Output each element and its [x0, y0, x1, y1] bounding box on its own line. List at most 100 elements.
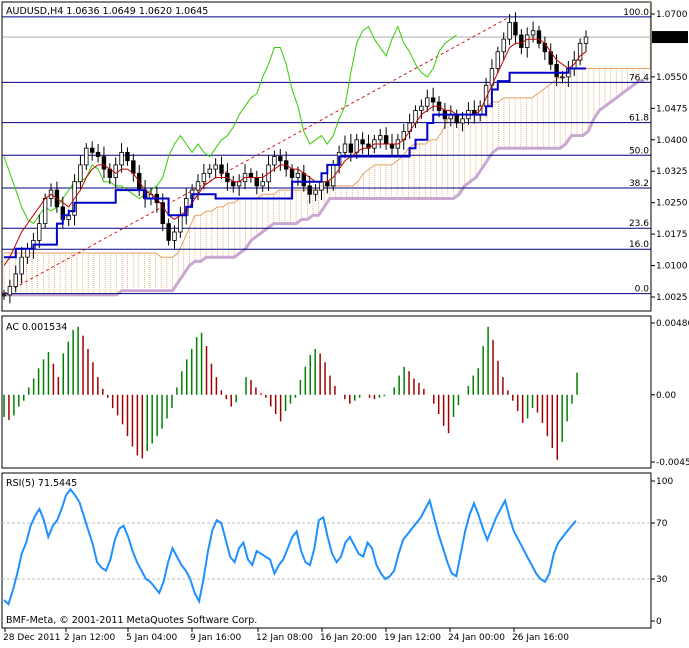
candle-body — [260, 181, 265, 187]
candle-body — [495, 51, 501, 69]
candle-body — [425, 97, 430, 107]
price-axis-label: 1.0100 — [656, 262, 688, 272]
candle-body — [195, 181, 201, 191]
candle-body — [301, 172, 307, 187]
fib-level-label: 0.0 — [635, 285, 650, 295]
candle-body — [454, 114, 459, 124]
candle-body — [342, 143, 348, 153]
candle-body — [319, 181, 324, 191]
price-panel — [1, 1, 652, 312]
candle-body — [307, 185, 312, 195]
rsi-panel — [1, 472, 652, 629]
rsi-axis-label: 0 — [656, 617, 662, 627]
candle-body — [295, 172, 301, 178]
candle-body — [348, 143, 354, 153]
candle-body — [378, 135, 383, 141]
ac-axis-label: 0.00486 — [656, 319, 689, 329]
time-axis-label: 19 Jan 12:00 — [384, 633, 441, 643]
candle-body — [272, 156, 277, 166]
candle-body — [583, 36, 589, 44]
candle-body — [525, 34, 530, 48]
copyright-text: BMF-Meta, © 2001-2011 MetaQuotes Softwar… — [6, 615, 257, 626]
candle-body — [19, 256, 24, 275]
fib-level-label: 23.6 — [629, 219, 649, 229]
candle-body — [42, 198, 48, 225]
time-axis-label: 9 Jan 16:00 — [190, 633, 242, 643]
price-axis-label: 1.0700 — [656, 10, 688, 20]
candle-body — [172, 231, 177, 241]
rsi-axis-label: 70 — [656, 519, 668, 529]
candle-body — [519, 34, 524, 48]
base-line — [4, 67, 586, 259]
ac-layer — [3, 326, 578, 460]
time-axis-label: 16 Jan 20:00 — [320, 633, 377, 643]
candle-body — [360, 139, 365, 145]
time-axis-label: 28 Dec 2011 — [3, 633, 61, 643]
candle-body — [131, 160, 136, 174]
ac-panel — [1, 315, 652, 469]
candle-body — [554, 63, 559, 78]
candle-body — [354, 139, 359, 153]
current-price-label: 1.0645 — [656, 33, 688, 43]
candle-body — [37, 223, 42, 241]
candle-body — [325, 181, 330, 187]
candle-body — [383, 135, 389, 145]
candle-body — [207, 168, 212, 174]
ac-panel-title: AC 0.001534 — [6, 322, 67, 333]
candle-body — [530, 30, 536, 36]
ac-axis-label: -0.00455 — [656, 458, 689, 468]
current-price-box — [652, 31, 688, 44]
candle-body — [84, 147, 89, 166]
candle-body — [289, 168, 295, 178]
candle-body — [513, 21, 518, 36]
candle-body — [166, 223, 171, 241]
trend-line — [3, 16, 510, 295]
candle-body — [25, 248, 30, 258]
candle-body — [178, 214, 183, 233]
candle-body — [1, 294, 7, 297]
candle-body — [389, 143, 395, 149]
time-axis-label: 26 Jan 16:00 — [512, 633, 569, 643]
candle-body — [460, 118, 465, 124]
rsi-line — [3, 487, 577, 607]
rsi-panel-title: RSI(5) 71.5445 — [6, 478, 77, 489]
fib-level-label: 50.0 — [629, 146, 649, 156]
candle-body — [419, 105, 424, 111]
fib-level-label: 16.0 — [629, 240, 649, 250]
conversion-line — [3, 38, 587, 266]
candle-body — [201, 172, 207, 183]
candle-body — [313, 189, 318, 195]
candle-body — [507, 21, 512, 40]
fib-level-label: 100.0 — [623, 8, 649, 18]
price-axis-label: 1.0025 — [656, 293, 688, 303]
candle-body — [231, 181, 236, 187]
price-axis-label: 1.0550 — [656, 73, 688, 83]
time-axis-label: 24 Jan 00:00 — [448, 633, 505, 643]
candle-body — [577, 42, 583, 61]
candle-body — [536, 30, 542, 44]
candle-body — [78, 164, 83, 183]
time-axis-label: 12 Jan 08:00 — [256, 633, 313, 643]
candle-body — [501, 38, 506, 53]
price-axis-label: 1.0250 — [656, 199, 688, 209]
candle-body — [430, 97, 436, 103]
rsi-axis-label: 100 — [656, 477, 673, 487]
candle-body — [236, 181, 242, 187]
candle-body — [248, 172, 254, 178]
candle-body — [13, 273, 18, 287]
candle-body — [125, 151, 130, 162]
candle-body — [160, 202, 165, 225]
fib-level-label: 61.8 — [629, 114, 649, 124]
price-layer: 100.0 76.4 61.8 50.0 38.2 23.6 16.0 0.0 — [1, 0, 651, 304]
fib-level-label: 76.4 — [629, 73, 649, 83]
price-axis-label: 1.0475 — [656, 104, 688, 114]
candle-body — [101, 156, 107, 170]
candle-body — [7, 286, 13, 296]
candle-body — [254, 177, 259, 187]
candle-body — [213, 164, 218, 170]
rsi-layer — [2, 487, 651, 607]
rsi-axis-label: 30 — [656, 575, 668, 585]
candle-body — [560, 76, 565, 79]
